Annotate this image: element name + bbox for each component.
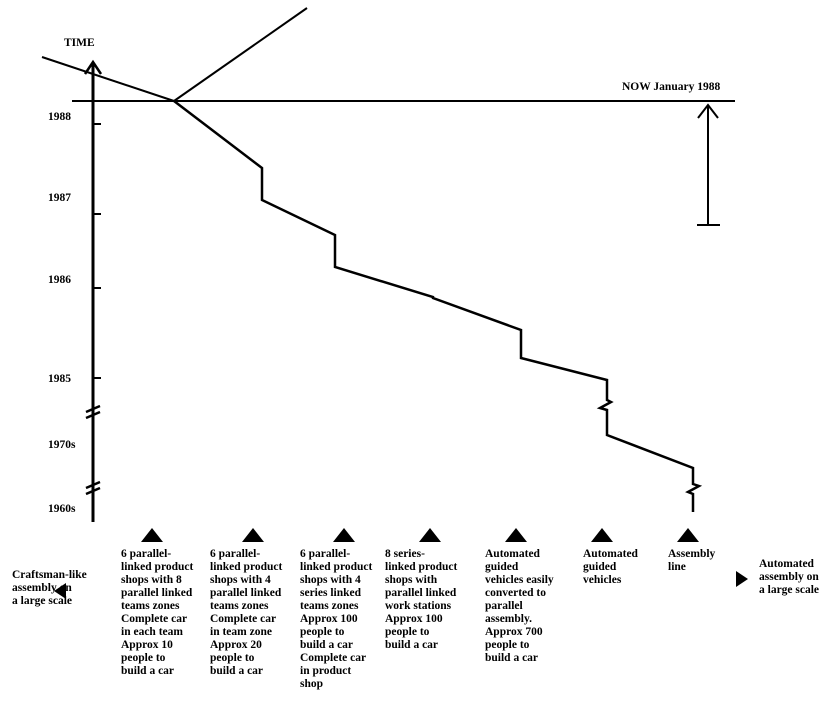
stage-marker <box>677 528 699 542</box>
stage-marker <box>141 528 163 542</box>
stage-description-3: 6 parallel- linked product shops with 4 … <box>300 548 373 690</box>
tick-label-1970s: 1970s <box>48 439 76 451</box>
stage-description-1: 6 parallel- linked product shops with 8 … <box>121 548 194 677</box>
future-trend-line <box>173 7 308 102</box>
axis-break-lower <box>85 480 101 496</box>
tick-label-1986: 1986 <box>48 274 71 286</box>
stage-marker <box>419 528 441 542</box>
tick-label-1987: 1987 <box>48 192 71 204</box>
right-direction-arrow <box>736 571 748 587</box>
tick-label-1960s: 1960s <box>48 503 76 515</box>
left-end-label: Craftsman-like assembly on a large scale <box>12 569 87 607</box>
stage-marker <box>591 528 613 542</box>
stage-description-5: Automated guided vehicles easily convert… <box>485 548 554 664</box>
stage-markers <box>141 528 699 542</box>
right-end-label: Automated assembly on a large scale <box>759 558 820 596</box>
stage-description-6: Automated guided vehicles <box>583 548 638 586</box>
now-label: NOW January 1988 <box>622 81 721 93</box>
axis-break-upper <box>85 404 101 420</box>
stage-marker <box>505 528 527 542</box>
axis-title: TIME <box>64 37 95 49</box>
now-interval-arrowhead <box>697 103 719 119</box>
stage-description-2: 6 parallel- linked product shops with 4 … <box>210 548 283 677</box>
left-direction-arrow <box>54 583 66 599</box>
development-path <box>173 100 703 512</box>
tick-label-1988: 1988 <box>48 111 71 123</box>
incoming-trend-line <box>41 56 175 102</box>
stage-description-7: Assembly line <box>668 548 716 573</box>
stage-marker <box>242 528 264 542</box>
stage-description-4: 8 series- linked product shops with para… <box>385 548 458 651</box>
tick-label-1985: 1985 <box>48 373 71 385</box>
stage-marker <box>333 528 355 542</box>
time-axis-arrowhead <box>83 59 103 75</box>
axis-ticks <box>93 123 101 379</box>
